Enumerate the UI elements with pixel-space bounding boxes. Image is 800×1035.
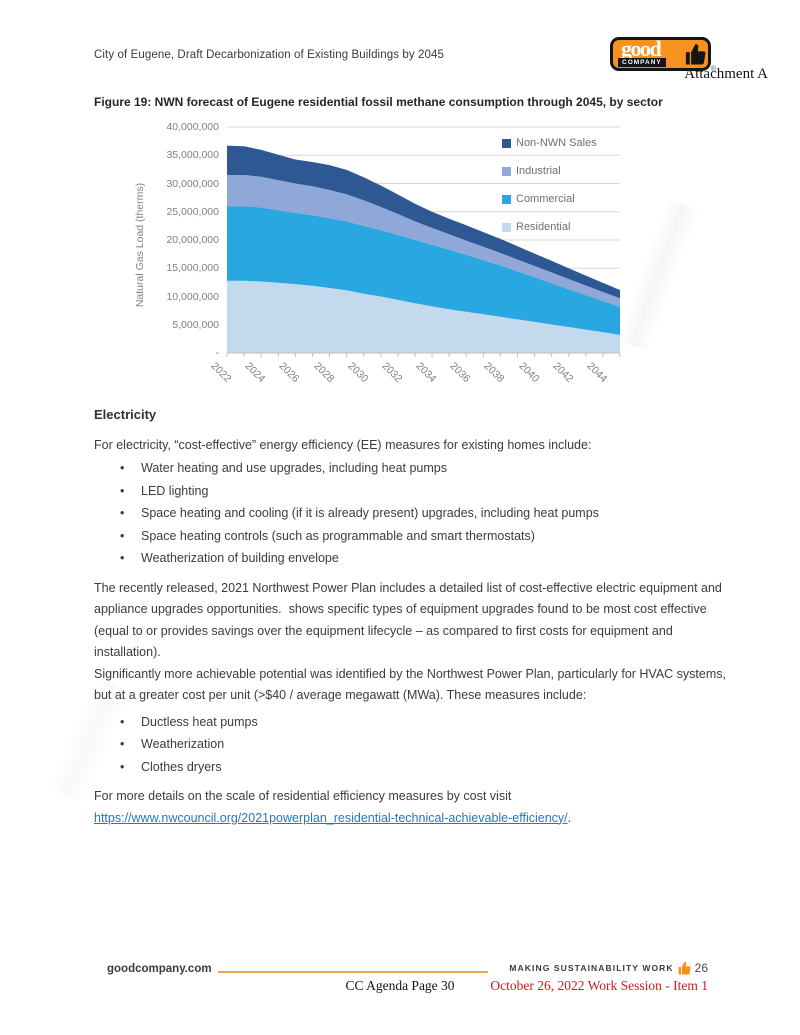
list-item: Space heating and cooling (if it is alre… [94,502,730,525]
y-tick-label: 5,000,000 [172,318,219,331]
thumbs-up-icon [685,42,706,71]
power-plan-paragraph: The recently released, 2021 Northwest Po… [94,580,722,660]
legend-swatch [502,194,511,204]
y-tick-label: 10,000,000 [166,290,219,303]
list-item: Clothes dryers [94,756,730,779]
intro-paragraph: For electricity, “cost-effective” energy… [94,437,592,452]
electricity-heading: Electricity [94,407,157,422]
registered-mark: ® [710,66,716,73]
details-paragraph: For more details on the scale of residen… [94,786,730,829]
work-session-label: October 26, 2022 Work Session - Item 1 [490,978,708,993]
list-item: Space heating controls (such as programm… [94,525,730,548]
logo-good-text: good [621,36,662,61]
legend-swatch [502,222,511,232]
legend-item: Non-NWN Sales [502,137,597,149]
legend-swatch [502,138,511,148]
hvac-measures-list: Ductless heat pumpsWeatherizationClothes… [94,711,730,779]
y-axis-title: Natural Gas Load (therms) [134,182,146,308]
footer-page-number: 26 [694,961,708,975]
legend-item: Commercial [502,193,575,205]
logo-company-text: COMPANY [618,58,666,67]
area-band-residential [227,280,620,353]
stacked-area-chart: Natural Gas Load (therms) 40,000,000 35,0… [134,115,660,405]
figure-caption: Figure 19: NWN forecast of Eugene reside… [94,95,663,109]
y-tick-label: 15,000,000 [166,262,219,275]
legend-label: Residential [516,221,571,233]
link-period: . [567,810,572,825]
y-tick-label: 35,000,000 [166,149,219,162]
y-tick-label: 20,000,000 [166,234,219,246]
legend-item: Industrial [502,165,561,177]
list-item: LED lighting [94,480,730,503]
details-text: For more details on the scale of residen… [94,789,512,803]
footer-website: goodcompany.com [107,963,212,975]
list-item: Ductless heat pumps [94,711,730,734]
agenda-page-label: CC Agenda Page 30 [345,978,455,993]
footer-right-cluster: MAKING SUSTAINABILITY WORK 26 [509,961,708,975]
achievable-paragraph: Significantly more achievable potential … [94,666,726,703]
legend-label: Industrial [516,165,561,177]
area-band-non-nwn-sales [227,145,620,299]
y-tick-label: 40,000,000 [166,121,219,133]
legend-label: Non-NWN Sales [516,137,597,149]
legend-item: Residential [502,221,570,233]
list-item: Water heating and use upgrades, includin… [94,457,730,480]
footer-tagline: MAKING SUSTAINABILITY WORK [509,963,674,973]
list-item: Weatherization [94,733,730,756]
y-tick-label: 25,000,000 [166,205,219,218]
thumbs-up-icon [678,961,691,975]
ee-measures-list: Water heating and use upgrades, includin… [94,457,730,570]
attachment-label: Attachment A [684,66,768,82]
chart-svg [226,126,621,357]
y-tick-label: 30,000,000 [166,177,219,190]
footer-rule [218,971,488,973]
area-band-industrial [227,175,620,307]
legend-label: Commercial [516,193,575,205]
body-section: Electricity For electricity, “cost-effec… [94,404,730,829]
y-tick-label: - [215,347,220,359]
area-band-commercial [227,206,620,335]
document-title: City of Eugene, Draft Decarbonization of… [94,49,444,61]
legend-swatch [502,166,511,176]
nwcouncil-link[interactable]: https://www.nwcouncil.org/2021powerplan_… [94,810,568,825]
list-item: Weatherization of building envelope [94,547,730,570]
company-logo: good COMPANY ® [610,36,716,73]
